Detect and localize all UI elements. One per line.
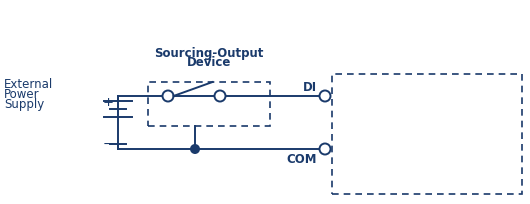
Circle shape xyxy=(163,91,173,102)
Text: +: + xyxy=(103,96,114,109)
Text: Supply: Supply xyxy=(4,98,44,111)
Text: −: − xyxy=(103,137,114,150)
Circle shape xyxy=(320,144,331,155)
Bar xyxy=(148,83,270,126)
Circle shape xyxy=(190,144,200,154)
Circle shape xyxy=(320,91,331,102)
Text: DI: DI xyxy=(303,81,317,94)
Bar xyxy=(332,75,522,194)
Text: COM: COM xyxy=(287,152,317,165)
Text: Power: Power xyxy=(4,88,40,101)
Text: Sourcing-Output: Sourcing-Output xyxy=(154,47,264,60)
Circle shape xyxy=(215,91,225,102)
Text: External: External xyxy=(4,78,53,91)
Text: Device: Device xyxy=(187,56,231,69)
